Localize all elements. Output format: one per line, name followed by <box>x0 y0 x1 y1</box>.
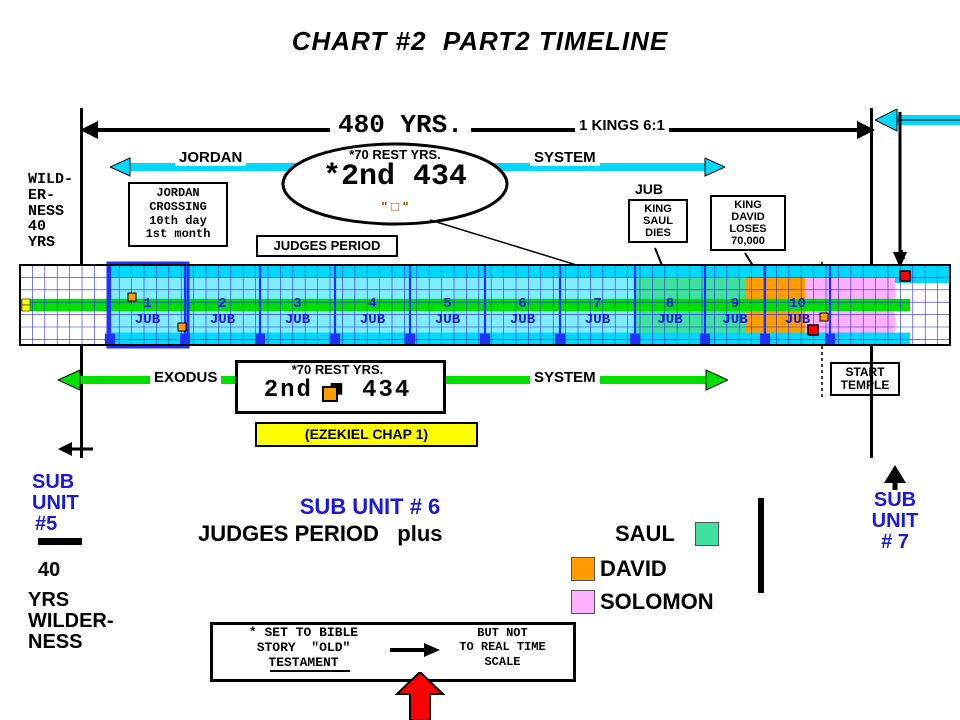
sub6-body: JUDGES PERIOD plus <box>198 522 443 545</box>
svg-text:JUB: JUB <box>135 312 161 328</box>
red-up-arrow <box>395 672 445 720</box>
sub6-head: SUB UNIT # 6 <box>240 495 500 518</box>
legend-bar <box>758 498 764 593</box>
svg-text:JUB: JUB <box>510 312 536 328</box>
legend-solomon-label: SOLOMON <box>600 590 714 613</box>
svg-text:7: 7 <box>593 296 601 312</box>
legend-solomon-swatch <box>571 590 595 614</box>
svg-text:JUB: JUB <box>360 312 386 328</box>
svg-text:5: 5 <box>443 296 451 312</box>
footnote-mid-arrow <box>390 640 440 660</box>
exodus-system-label: SYSTEM <box>530 370 600 386</box>
sub5-tail: YRS WILDER- NESS <box>28 590 114 653</box>
lower-434-orange-sq <box>322 386 338 402</box>
svg-text:JUB: JUB <box>435 312 461 328</box>
svg-text:JUB: JUB <box>722 312 748 328</box>
exodus-label: EXODUS <box>150 370 221 386</box>
svg-text:8: 8 <box>666 296 674 312</box>
sub5-head: SUB UNIT <box>32 472 79 514</box>
ezekiel-box: (EZEKIEL CHAP 1) <box>255 422 478 447</box>
svg-text:JUB: JUB <box>285 312 311 328</box>
sub5-num: #5 <box>35 514 57 535</box>
svg-text:JUB: JUB <box>657 312 683 328</box>
legend-david-swatch <box>571 557 595 581</box>
lower-434-top: *70 REST YRS. <box>235 363 440 377</box>
svg-text:2: 2 <box>218 296 226 312</box>
legend-saul-swatch <box>695 522 719 546</box>
svg-text:9: 9 <box>731 296 739 312</box>
baseline-left-arrow <box>58 440 93 458</box>
svg-text:3: 3 <box>293 296 301 312</box>
footnote-right: BUT NOT TO REAL TIME SCALE <box>440 626 565 669</box>
legend-saul-label: SAUL <box>615 522 675 545</box>
svg-text:4: 4 <box>368 296 376 312</box>
svg-text:10: 10 <box>789 296 806 312</box>
svg-text:JUB: JUB <box>785 312 811 328</box>
legend-david-label: DAVID <box>600 557 667 580</box>
svg-text:6: 6 <box>518 296 526 312</box>
timeline-grid: 1JUB2JUB3JUB4JUB5JUB6JUB7JUB8JUB9JUB10JU… <box>0 0 960 400</box>
svg-text:JUB: JUB <box>585 312 611 328</box>
sub7-label: SUB UNIT # 7 <box>860 490 930 553</box>
svg-text:JUB: JUB <box>210 312 236 328</box>
footnote-left: * SET TO BIBLE STORY "OLD" TESTAMENT <box>216 626 391 671</box>
testament-underline <box>270 670 350 672</box>
sub5-bar <box>38 538 82 545</box>
svg-text:1: 1 <box>143 296 151 312</box>
start-temple-box: START TEMPLE <box>830 362 900 396</box>
sub5-40: 40 <box>38 560 60 581</box>
